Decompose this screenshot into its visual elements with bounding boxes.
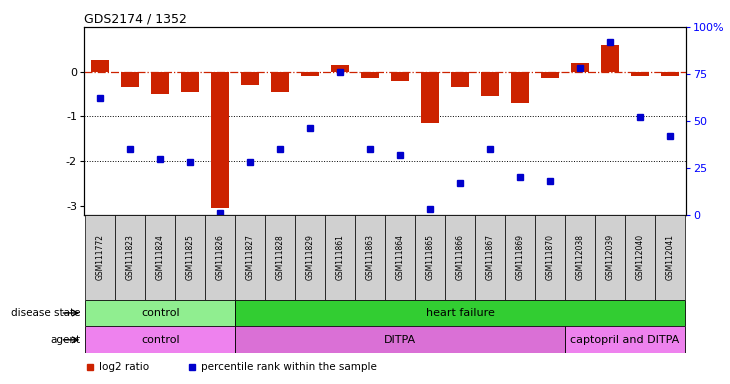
Bar (451, 72, 469, 88)
Text: heart failure: heart failure (426, 308, 494, 318)
Bar (235, 300, 685, 326)
Text: GSM112038: GSM112038 (575, 234, 584, 280)
Text: GSM111864: GSM111864 (396, 234, 404, 280)
Bar (115, 215, 145, 300)
Bar (145, 215, 175, 300)
Text: GSM111869: GSM111869 (515, 234, 524, 280)
Text: log2 ratio: log2 ratio (99, 362, 149, 372)
Bar (355, 215, 385, 300)
Bar (211, 72, 229, 208)
Text: captopril and DITPA: captopril and DITPA (570, 335, 680, 345)
Bar (571, 63, 589, 72)
Text: agent: agent (50, 335, 80, 345)
Bar (235, 215, 265, 300)
Bar (505, 215, 535, 300)
Bar (601, 45, 619, 72)
Bar (295, 215, 325, 300)
Bar (655, 215, 685, 300)
Bar (385, 215, 415, 300)
Text: GSM111826: GSM111826 (216, 234, 225, 280)
Bar (85, 215, 115, 300)
Text: GSM111829: GSM111829 (306, 234, 315, 280)
Bar (85, 300, 235, 326)
Text: GSM111867: GSM111867 (485, 234, 494, 280)
Text: DITPA: DITPA (384, 335, 416, 345)
Bar (361, 72, 379, 78)
Bar (235, 326, 565, 353)
Bar (535, 215, 565, 300)
Bar (415, 215, 445, 300)
Text: GSM112041: GSM112041 (665, 234, 675, 280)
Bar (205, 215, 235, 300)
Text: control: control (141, 335, 180, 345)
Bar (481, 72, 499, 96)
Bar (421, 72, 439, 123)
Text: percentile rank within the sample: percentile rank within the sample (201, 362, 377, 372)
Bar (241, 72, 259, 85)
Bar (475, 215, 505, 300)
Bar (565, 326, 685, 353)
Bar (325, 215, 355, 300)
Text: GSM111827: GSM111827 (246, 234, 255, 280)
Text: GSM112040: GSM112040 (635, 234, 645, 280)
Bar (445, 215, 475, 300)
Bar (181, 72, 199, 92)
Text: GSM112039: GSM112039 (605, 234, 615, 280)
Bar (91, 61, 110, 72)
Bar (301, 72, 319, 76)
Text: disease state: disease state (11, 308, 80, 318)
Bar (625, 215, 655, 300)
Bar (151, 72, 169, 94)
Bar (85, 326, 235, 353)
Bar (595, 215, 625, 300)
Text: GSM111866: GSM111866 (456, 234, 464, 280)
Text: GSM111828: GSM111828 (276, 234, 285, 280)
Text: GSM111825: GSM111825 (186, 234, 195, 280)
Text: GSM111861: GSM111861 (336, 234, 345, 280)
Text: GSM111824: GSM111824 (155, 234, 165, 280)
Bar (391, 72, 409, 81)
Bar (272, 72, 289, 92)
Bar (265, 215, 295, 300)
Bar (565, 215, 595, 300)
Text: GSM111870: GSM111870 (545, 234, 554, 280)
Text: GSM111863: GSM111863 (366, 234, 374, 280)
Text: GDS2174 / 1352: GDS2174 / 1352 (84, 13, 187, 26)
Bar (661, 72, 679, 76)
Bar (631, 72, 649, 76)
Text: GSM111865: GSM111865 (426, 234, 434, 280)
Bar (121, 72, 139, 88)
Bar (331, 65, 349, 72)
Text: control: control (141, 308, 180, 318)
Bar (175, 215, 205, 300)
Bar (511, 72, 529, 103)
Text: GSM111823: GSM111823 (126, 234, 135, 280)
Text: GSM111772: GSM111772 (96, 234, 105, 280)
Bar (541, 72, 559, 78)
